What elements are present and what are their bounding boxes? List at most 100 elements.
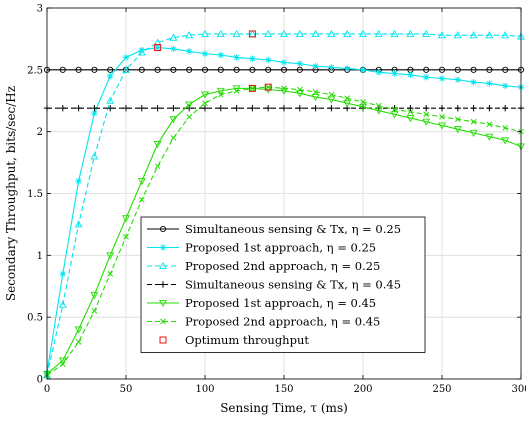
series-1-point bbox=[75, 66, 82, 73]
series-4-point bbox=[138, 104, 145, 112]
series-5-point bbox=[406, 115, 415, 123]
series-4-point bbox=[391, 104, 398, 112]
series-7-point bbox=[248, 84, 256, 92]
series-4-point bbox=[280, 104, 288, 112]
series-3-point bbox=[343, 29, 352, 37]
series-3-line bbox=[46, 33, 522, 376]
x-axis-label: Sensing Time, τ (ms) bbox=[220, 401, 348, 415]
series-1-point bbox=[138, 66, 145, 73]
series-6-point bbox=[296, 86, 303, 93]
series-4-point bbox=[265, 104, 272, 112]
series-3-point bbox=[406, 29, 415, 37]
series-3-point bbox=[185, 31, 194, 39]
y-tick-label: 1 bbox=[37, 251, 43, 262]
series-5-point bbox=[390, 111, 399, 119]
series-6-point bbox=[138, 196, 145, 203]
series-3-point bbox=[90, 152, 99, 160]
series-4-point bbox=[75, 104, 82, 112]
series-2-point bbox=[91, 109, 98, 117]
series-2-point bbox=[344, 65, 351, 72]
series-1-point bbox=[296, 66, 303, 73]
x-tick-label: 250 bbox=[432, 384, 451, 395]
series-6-point bbox=[502, 125, 509, 131]
series-5-point bbox=[58, 357, 67, 365]
legend-box bbox=[140, 216, 426, 353]
series-5-point bbox=[201, 91, 209, 99]
y-tick-label: 2.5 bbox=[27, 65, 43, 76]
series-2-point bbox=[375, 69, 382, 76]
series-4-point bbox=[454, 104, 461, 112]
series-4-point bbox=[407, 104, 414, 112]
legend-entry-3: Proposed 2nd approach, η = 0.25 bbox=[147, 259, 380, 273]
series-4-point bbox=[154, 104, 161, 112]
series-5-point bbox=[295, 90, 304, 98]
series-1-point bbox=[107, 66, 114, 73]
legend-entry-7: Optimum throughput bbox=[159, 333, 309, 347]
series-3-point bbox=[327, 29, 336, 37]
legend-label: Simultaneous sensing & Tx, η = 0.25 bbox=[185, 222, 401, 236]
series-4-point bbox=[470, 104, 477, 112]
series-4-point bbox=[296, 104, 303, 112]
series-3-point bbox=[216, 29, 225, 37]
series-1-point bbox=[186, 66, 193, 73]
legend-entry-6: Proposed 2nd approach, η = 0.45 bbox=[147, 315, 380, 329]
legend-marker bbox=[159, 225, 167, 233]
y-tick-label: 0.5 bbox=[27, 313, 43, 324]
x-tick-label: 300 bbox=[511, 384, 526, 395]
series-5-point bbox=[122, 215, 130, 223]
series-1-point bbox=[249, 66, 256, 73]
series-5-point bbox=[374, 107, 383, 115]
legend-label: Proposed 2nd approach, η = 0.45 bbox=[185, 315, 380, 329]
series-6-point bbox=[170, 134, 177, 141]
legend-entry-4: Simultaneous sensing & Tx, η = 0.45 bbox=[147, 278, 401, 292]
series-6-point bbox=[123, 233, 129, 240]
series-5-point bbox=[153, 141, 162, 149]
legend-marker bbox=[159, 299, 167, 308]
series-2-point bbox=[359, 66, 367, 74]
series-3-point bbox=[264, 29, 273, 37]
y-tick-label: 3 bbox=[37, 4, 43, 15]
series-3-point bbox=[295, 29, 304, 37]
series-3-point bbox=[438, 31, 446, 39]
series-4-point bbox=[201, 104, 209, 112]
series-7-point bbox=[248, 30, 256, 38]
series-5-point bbox=[438, 122, 446, 130]
series-6-point bbox=[233, 88, 240, 94]
legend-label: Proposed 1st approach, η = 0.25 bbox=[185, 241, 376, 255]
legend-label: Simultaneous sensing & Tx, η = 0.45 bbox=[185, 278, 401, 292]
series-4-point bbox=[486, 104, 493, 112]
series-6-point bbox=[154, 163, 161, 170]
series-6-point bbox=[439, 113, 445, 120]
series-3-point bbox=[232, 29, 241, 37]
series-2-point bbox=[154, 44, 161, 51]
series-5-point bbox=[359, 103, 367, 112]
legend-marker bbox=[159, 261, 167, 270]
series-6-point bbox=[391, 106, 398, 113]
series-3-point bbox=[137, 48, 146, 56]
series-2-point bbox=[470, 79, 477, 86]
series-1-point bbox=[502, 66, 509, 73]
series-2-point bbox=[186, 48, 193, 55]
legend-label: Proposed 1st approach, η = 0.45 bbox=[185, 296, 376, 310]
series-6-point bbox=[375, 102, 382, 109]
series-5-point bbox=[343, 100, 352, 108]
series-5-point bbox=[106, 252, 115, 260]
ticks: 0 50 100 150 200 250 300 0 0.5 1 1.5 2 2.5 3 bbox=[27, 4, 526, 396]
series-6-point bbox=[202, 100, 208, 107]
series-1-point bbox=[280, 66, 288, 73]
series-5-point bbox=[74, 326, 83, 334]
y-tick-label: 1.5 bbox=[27, 189, 43, 200]
series-5-point bbox=[501, 137, 510, 145]
series-3 bbox=[43, 29, 525, 379]
series-3-point bbox=[58, 300, 67, 308]
series-3-point bbox=[311, 29, 320, 37]
series-3-point bbox=[485, 31, 494, 39]
series-2-point bbox=[201, 50, 209, 57]
series-3-point bbox=[422, 29, 431, 37]
series-2-point bbox=[454, 76, 461, 83]
series-2-point bbox=[312, 62, 319, 70]
series-3-point bbox=[469, 31, 478, 39]
y-axis-label: Secondary Throughput, bits/sec/Hz bbox=[4, 86, 18, 301]
